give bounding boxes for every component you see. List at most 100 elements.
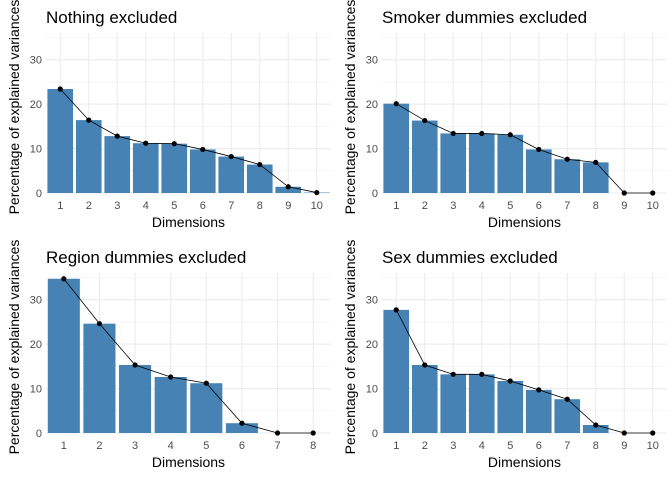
points xyxy=(393,307,656,436)
point-dim-5 xyxy=(171,141,177,147)
bar-dim-1 xyxy=(47,89,74,193)
x-tick-label: 2 xyxy=(86,200,92,212)
x-tick-label: 3 xyxy=(450,200,456,212)
x-tick-label: 7 xyxy=(228,200,234,212)
y-tick-label: 10 xyxy=(366,144,378,156)
variance-line xyxy=(395,309,653,434)
bar-dim-2 xyxy=(75,120,102,193)
point-dim-10 xyxy=(650,430,656,436)
chart-title: Nothing excluded xyxy=(46,8,177,27)
x-tick-label: 6 xyxy=(536,200,542,212)
bar-dim-2 xyxy=(411,365,438,433)
x-axis-label: Dimensions xyxy=(488,214,561,230)
point-dim-10 xyxy=(650,190,656,196)
y-tick-label: 0 xyxy=(372,428,378,440)
y-tick-label: 30 xyxy=(30,295,42,307)
point-dim-2 xyxy=(96,321,103,327)
x-tick-label: 6 xyxy=(239,440,245,452)
y-tick-label: 10 xyxy=(30,144,42,156)
bar-dim-3 xyxy=(104,136,131,193)
bar-dim-7 xyxy=(554,159,581,193)
x-tick-label: 6 xyxy=(536,440,542,452)
point-dim-2 xyxy=(86,117,92,123)
point-dim-9 xyxy=(621,190,627,196)
chart-panel-sex-excluded: 0 10 20 30 1 2 3 4 5 6 7 8 9 10 Sex dummies excluded Di… xyxy=(336,240,672,480)
chart-svg: 0 10 20 30 1 2 3 4 5 6 7 8 9 10 Smoker dummies exclude… xyxy=(342,0,667,230)
bar-dim-6 xyxy=(225,423,258,433)
bar-dim-3 xyxy=(440,133,467,193)
bar-dim-8 xyxy=(582,162,609,193)
x-tick-label: 10 xyxy=(647,200,659,212)
bars xyxy=(383,103,609,193)
y-tick-label: 30 xyxy=(366,295,378,307)
point-dim-5 xyxy=(507,378,513,384)
point-dim-6 xyxy=(536,146,542,153)
x-tick-label: 7 xyxy=(564,200,570,212)
y-tick-label: 30 xyxy=(30,55,42,67)
point-dim-4 xyxy=(479,371,485,377)
bar-dim-1 xyxy=(383,309,410,433)
bar-dim-4 xyxy=(468,133,495,193)
bar-dim-3 xyxy=(440,374,467,433)
y-tick-label: 0 xyxy=(36,428,42,440)
bar-dim-4 xyxy=(132,143,159,193)
point-dim-7 xyxy=(274,430,281,436)
chart-title: Sex dummies excluded xyxy=(382,248,558,267)
point-dim-6 xyxy=(536,387,542,393)
point-dim-7 xyxy=(564,396,570,402)
x-tick-label: 1 xyxy=(61,440,67,452)
bar-dim-5 xyxy=(190,383,223,433)
y-tick-label: 10 xyxy=(366,384,378,396)
bars xyxy=(47,278,258,433)
bar-dim-3 xyxy=(119,365,152,433)
x-axis-label: Dimensions xyxy=(152,214,225,230)
x-tick-label: 6 xyxy=(200,200,206,212)
bar-dim-7 xyxy=(554,399,581,433)
x-tick-label: 3 xyxy=(132,440,138,452)
points xyxy=(61,276,316,436)
point-dim-1 xyxy=(57,86,63,92)
x-tick-label: 9 xyxy=(285,200,291,212)
x-tick-label: 1 xyxy=(393,200,399,212)
x-axis-label: Dimensions xyxy=(152,454,225,470)
point-dim-8 xyxy=(257,161,263,168)
x-tick-label: 8 xyxy=(257,200,263,212)
point-dim-6 xyxy=(239,420,245,426)
x-tick-label: 10 xyxy=(647,440,659,452)
point-dim-5 xyxy=(203,380,209,386)
x-tick-label: 1 xyxy=(57,200,63,212)
point-dim-1 xyxy=(61,276,67,282)
x-tick-label: 2 xyxy=(422,200,428,212)
point-dim-3 xyxy=(450,371,456,377)
point-dim-5 xyxy=(507,132,513,138)
chart-panel-region-excluded: 0 10 20 30 1 2 3 4 5 6 7 8 Region dummies excluded Di… xyxy=(0,240,336,480)
point-dim-3 xyxy=(450,130,456,137)
point-dim-7 xyxy=(564,156,570,162)
bar-dim-2 xyxy=(411,120,438,193)
point-dim-8 xyxy=(310,430,316,436)
point-dim-2 xyxy=(422,362,428,368)
x-tick-label: 4 xyxy=(143,200,149,212)
x-tick-label: 7 xyxy=(564,440,570,452)
bar-dim-4 xyxy=(154,377,187,433)
y-tick-label: 20 xyxy=(366,339,378,351)
chart-panel-nothing-excluded: 0 10 20 30 1 2 3 4 5 6 7 8 9 10 Nothing excluded Dimens… xyxy=(0,0,336,240)
bar-dim-6 xyxy=(525,149,552,193)
point-dim-8 xyxy=(593,422,599,428)
variance-line xyxy=(63,278,314,434)
bar-dim-1 xyxy=(383,103,410,193)
x-tick-label: 8 xyxy=(593,200,599,212)
bar-dim-7 xyxy=(218,156,245,193)
bar-dim-1 xyxy=(47,278,80,433)
chart-svg: 0 10 20 30 1 2 3 4 5 6 7 8 9 10 Nothing excluded Dimens… xyxy=(6,0,331,230)
point-dim-4 xyxy=(479,130,485,137)
x-axis-label: Dimensions xyxy=(488,454,561,470)
points xyxy=(57,86,320,196)
bar-dim-4 xyxy=(468,374,495,433)
x-tick-label: 5 xyxy=(171,200,177,212)
x-tick-label: 4 xyxy=(479,440,485,452)
y-tick-label: 0 xyxy=(372,188,378,200)
y-tick-label: 20 xyxy=(30,99,42,111)
bar-dim-5 xyxy=(497,134,524,193)
